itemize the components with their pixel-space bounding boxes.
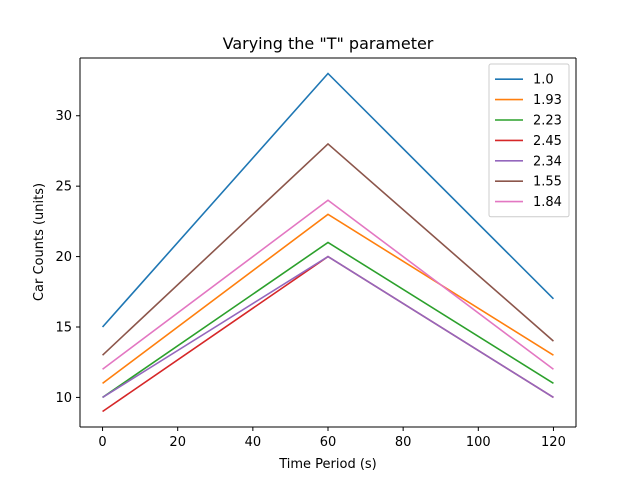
x-tick-label: 80 <box>395 435 412 450</box>
x-tick: 100 <box>466 427 491 450</box>
series-line <box>102 142 554 356</box>
y-tick: 10 <box>55 391 80 406</box>
legend-label: 1.55 <box>533 175 562 190</box>
x-axis-label: Time Period (s) <box>278 457 377 472</box>
legend-entry: 1.55 <box>495 175 562 190</box>
y-tick-label: 15 <box>55 321 72 336</box>
series-1 <box>102 213 554 384</box>
x-tick: 80 <box>395 427 412 450</box>
legend: 1.0 1.93 2.23 2.45 2.34 1.55 1.84 <box>488 63 570 218</box>
legend-entry: 2.23 <box>495 114 562 129</box>
legend-entry: 2.34 <box>495 154 562 169</box>
series-0 <box>101 72 555 328</box>
series-line <box>102 213 554 384</box>
series-2 <box>102 241 554 399</box>
y-tick-label: 25 <box>55 180 72 195</box>
x-axis-ticks: 0 20 40 60 80 100 120 <box>98 427 566 450</box>
y-tick: 25 <box>55 180 80 195</box>
x-tick-label: 40 <box>245 435 262 450</box>
legend-label: 1.84 <box>533 195 562 210</box>
legend-frame <box>488 63 570 218</box>
series-4 <box>102 255 554 399</box>
series-5 <box>102 142 554 356</box>
x-tick-label: 0 <box>98 435 106 450</box>
legend-label: 2.34 <box>533 154 562 169</box>
legend-entry: 2.45 <box>495 134 562 149</box>
x-tick-label: 60 <box>320 435 337 450</box>
y-tick: 15 <box>55 321 80 336</box>
legend-label: 1.0 <box>533 73 554 88</box>
y-axis-label: Car Counts (units) <box>32 183 47 301</box>
y-tick-label: 10 <box>55 391 72 406</box>
legend-entry: 1.93 <box>495 93 562 108</box>
y-tick: 20 <box>55 250 80 265</box>
x-tick: 20 <box>169 427 186 450</box>
x-tick-label: 120 <box>541 435 566 450</box>
y-tick-label: 20 <box>55 250 72 265</box>
series-layer <box>101 72 555 413</box>
legend-label: 2.23 <box>533 114 562 129</box>
x-tick: 0 <box>98 427 107 450</box>
legend-label: 2.45 <box>533 134 562 149</box>
x-tick-label: 100 <box>466 435 491 450</box>
x-tick-label: 20 <box>169 435 186 450</box>
x-tick: 60 <box>320 427 337 450</box>
series-line <box>102 241 554 399</box>
series-6 <box>102 199 554 370</box>
y-tick: 30 <box>55 109 80 124</box>
legend-entry: 1.84 <box>495 195 562 210</box>
series-line <box>101 72 555 328</box>
chart-title: Varying the "T" parameter <box>223 34 434 53</box>
series-line <box>102 199 554 370</box>
y-tick-label: 30 <box>55 109 72 124</box>
legend-label: 1.93 <box>533 93 562 108</box>
x-tick: 40 <box>245 427 262 450</box>
series-line <box>102 255 554 399</box>
y-axis-ticks: 10 15 20 25 30 <box>55 109 80 406</box>
legend-entry: 1.0 <box>495 73 554 88</box>
x-tick: 120 <box>541 427 566 450</box>
